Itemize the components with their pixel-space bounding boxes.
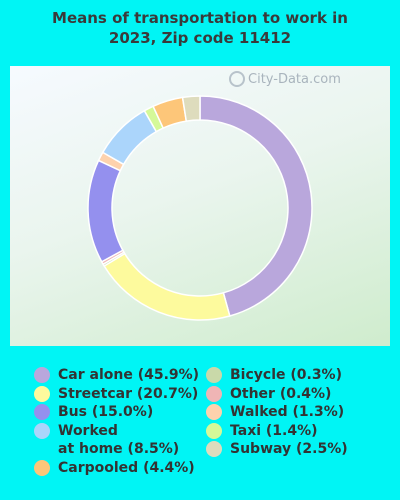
legend-label: Streetcar (20.7%) xyxy=(58,385,199,402)
legend-label: Taxi (1.4%) xyxy=(230,422,318,439)
legend-item-bus: Bus (15.0%) xyxy=(34,403,153,421)
watermark-text: City-Data.com xyxy=(248,71,341,87)
legend-swatch xyxy=(34,367,50,383)
legend-item-car-alone: Car alone (45.9%) xyxy=(34,366,199,384)
legend-label: Walked (1.3%) xyxy=(230,404,345,420)
legend-label: Car alone (45.9%) xyxy=(58,367,200,383)
legend-label: Other (0.4%) xyxy=(230,385,332,402)
chart-title-line1: Means of transportation to work in xyxy=(52,9,348,27)
legend-swatch xyxy=(34,404,50,420)
legend-swatch xyxy=(206,441,222,457)
legend-label: Worked at home (8.5%) xyxy=(58,422,180,457)
legend-label: Bicycle (0.3%) xyxy=(230,367,342,383)
legend-swatch xyxy=(34,459,50,476)
legend: Car alone (45.9%) Streetcar (20.7%) Bus (1… xyxy=(0,366,400,496)
legend-swatch xyxy=(206,422,222,439)
legend-item-other: Other (0.4%) xyxy=(206,385,331,403)
city-data-logo-icon xyxy=(229,71,245,87)
legend-item-walked: Walked (1.3%) xyxy=(206,403,344,421)
legend-item-subway: Subway (2.5%) xyxy=(206,440,348,458)
legend-item-carpooled: Carpooled (4.4%) xyxy=(34,459,195,477)
watermark: City-Data.com xyxy=(229,71,341,87)
donut-slice-bus xyxy=(87,159,124,263)
legend-swatch xyxy=(206,385,222,402)
chart-title: Means of transportation to work in 2023,… xyxy=(0,8,400,48)
chart-title-line2: 2023, Zip code 11412 xyxy=(108,29,292,47)
legend-swatch xyxy=(34,385,50,402)
legend-item-bicycle: Bicycle (0.3%) xyxy=(206,366,342,384)
donut-slice-car-alone xyxy=(199,95,313,317)
legend-item-worked-at-home: Worked at home (8.5%) xyxy=(34,422,179,458)
legend-item-taxi: Taxi (1.4%) xyxy=(206,422,318,440)
legend-item-streetcar: Streetcar (20.7%) xyxy=(34,385,198,403)
legend-label: Bus (15.0%) xyxy=(58,404,154,420)
donut-slice-subway xyxy=(181,95,201,122)
legend-swatch xyxy=(206,367,222,383)
donut-slice-streetcar xyxy=(103,252,231,321)
legend-label: Carpooled (4.4%) xyxy=(58,459,195,476)
legend-label: Subway (2.5%) xyxy=(230,441,348,457)
legend-swatch xyxy=(206,404,222,420)
legend-swatch xyxy=(34,422,50,439)
